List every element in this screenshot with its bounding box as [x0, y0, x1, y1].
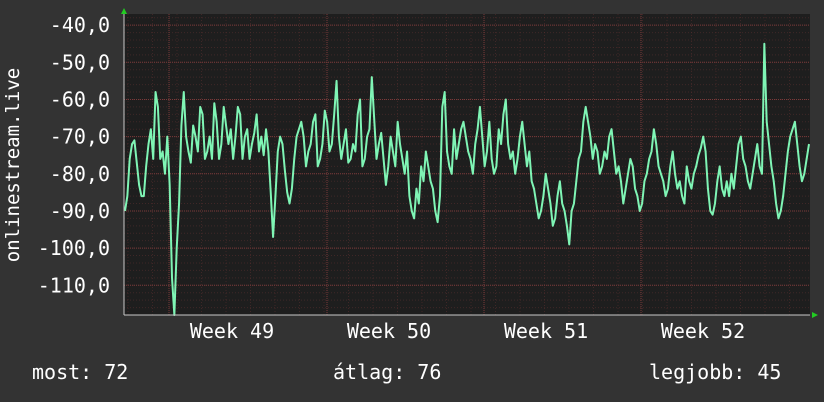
- x-tick-labels: Week 49 Week 50 Week 51 Week 52: [190, 319, 745, 343]
- y-axis-label: onlinestream.live: [2, 68, 24, 262]
- legend-best: legjobb: 45: [649, 360, 782, 384]
- legend-average: átlag: 76: [333, 360, 442, 384]
- series-line: [124, 42, 810, 316]
- x-tick-label: Week 50: [347, 319, 431, 343]
- y-tick-label: -40,0: [50, 13, 110, 37]
- x-axis-arrow-icon: [812, 312, 818, 318]
- y-tick-label: -80,0: [50, 162, 110, 186]
- y-tick-label: -50,0: [50, 50, 110, 74]
- y-tick-label: -110,0: [38, 273, 110, 297]
- x-tick-label: Week 49: [190, 319, 274, 343]
- legend-current: most: 72: [32, 360, 129, 384]
- x-tick-label: Week 51: [504, 319, 588, 343]
- y-axis-arrow-icon: [121, 8, 127, 14]
- y-tick-label: -100,0: [38, 236, 110, 260]
- y-tick-labels: -40,0 -50,0 -60,0 -70,0 -80,0 -90,0 -100,0 -110…: [38, 13, 110, 297]
- y-tick-label: -90,0: [50, 199, 110, 223]
- axes: [121, 8, 818, 318]
- x-tick-label: Week 52: [661, 319, 745, 343]
- y-tick-label: -60,0: [50, 87, 110, 111]
- grid: [124, 14, 810, 316]
- y-tick-label: -70,0: [50, 125, 110, 149]
